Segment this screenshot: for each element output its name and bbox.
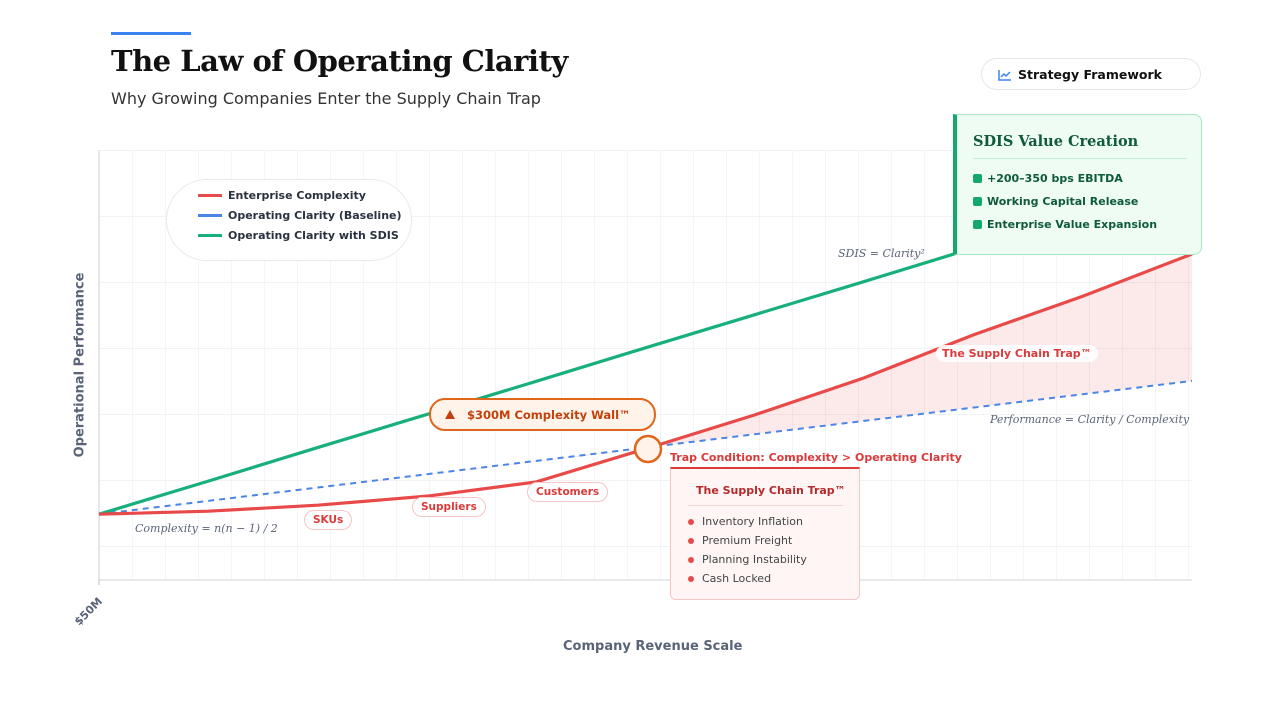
legend-item: Operating Clarity with SDIS [198,229,399,242]
accent-bar [111,32,191,35]
trap-label: The Supply Chain Trap™ [936,345,1098,362]
item-icon [688,575,694,582]
badge-text: Strategy Framework [1018,66,1162,82]
driver-label: SKUs [304,510,353,530]
complexity-wall-text: $300M Complexity Wall™ [467,407,631,422]
legend-text: Operating Clarity with SDIS [228,229,399,242]
trap-condition: Trap Condition: Complexity > Operating C… [670,451,962,464]
driver-label: Suppliers [412,497,486,517]
item-icon [688,556,694,563]
trap-box-title: The Supply Chain Trap™ [688,484,846,506]
value-card-item: +200–350 bps EBITDA [973,167,1201,190]
badge-icon [998,70,1011,81]
value-card-title: SDIS Value Creation [973,133,1187,159]
legend-swatch [198,214,222,217]
performance-formula: Performance = Clarity / Complexity [990,413,1190,426]
trap-item-text: Planning Instability [702,553,807,566]
trap-box: The Supply Chain Trap™ Inventory Inflatio… [670,467,860,600]
value-card-item: Working Capital Release [973,190,1201,213]
legend-item: Enterprise Complexity [198,189,366,202]
subtitle: Why Growing Companies Enter the Supply C… [111,89,541,108]
legend-item: Operating Clarity (Baseline) [198,209,402,222]
legend-swatch [198,194,222,197]
legend-text: Operating Clarity (Baseline) [228,209,402,222]
value-card-text: +200–350 bps EBITDA [987,172,1123,185]
legend-swatch [198,234,222,237]
x-tick-label: $50M [72,595,105,628]
trap-item-text: Inventory Inflation [702,515,803,528]
complexity-formula: Complexity = n(n − 1) / 2 [135,522,278,535]
badge[interactable]: Strategy Framework [981,58,1201,90]
item-icon [688,537,694,544]
complexity-wall: $300M Complexity Wall™ [429,398,656,431]
item-icon [973,197,982,206]
trap-item-text: Premium Freight [702,534,793,547]
trap-item: Premium Freight [688,531,859,550]
trap-item-text: Cash Locked [702,572,772,585]
legend-text: Enterprise Complexity [228,189,366,202]
value-card: SDIS Value Creation +200–350 bps EBITDA Wo… [953,114,1202,255]
sdis-formula: SDIS = Clarity² [838,247,925,260]
warning-icon [445,410,455,419]
driver-label: Customers [527,482,609,502]
intersection-marker [633,434,663,464]
trap-item: Cash Locked [688,569,859,588]
value-card-text: Working Capital Release [987,195,1139,208]
value-card-text: Enterprise Value Expansion [987,218,1158,231]
item-icon [688,518,694,525]
legend: Enterprise Complexity Operating Clarity (… [166,179,412,261]
item-icon [973,174,982,183]
trap-area [99,254,1192,515]
trap-item: Inventory Inflation [688,512,859,531]
y-axis-title: Operational Performance [72,272,88,458]
trap-item: Planning Instability [688,550,859,569]
item-icon [973,220,982,229]
value-card-item: Enterprise Value Expansion [973,213,1201,236]
title: The Law of Operating Clarity [111,44,568,78]
x-axis-title: Company Revenue Scale [563,639,743,654]
